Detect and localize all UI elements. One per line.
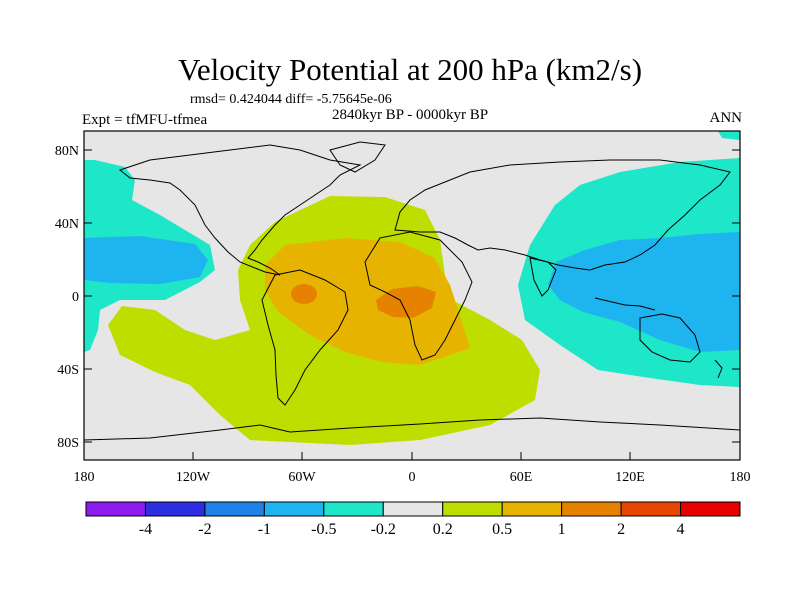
colorbar bbox=[85, 501, 741, 517]
colorbar-swatch bbox=[204, 501, 265, 517]
lat-tick-label: 80S bbox=[57, 436, 79, 451]
colorbar-label: -4 bbox=[139, 521, 152, 538]
coast-india bbox=[529, 257, 557, 297]
colorbar-swatch bbox=[144, 501, 206, 517]
coast-antarctica bbox=[84, 417, 740, 441]
coast-greenland bbox=[329, 141, 386, 173]
colorbar-label: 0.5 bbox=[492, 521, 512, 538]
colorbar-swatch bbox=[620, 501, 682, 517]
colorbar-swatch bbox=[382, 501, 444, 517]
longitude-axis bbox=[83, 452, 741, 460]
colorbar-swatch bbox=[442, 501, 503, 517]
colorbar-label: -0.2 bbox=[371, 521, 396, 538]
colorbar-label: -1 bbox=[258, 521, 271, 538]
colorbar-swatch bbox=[323, 501, 384, 517]
colorbar-label: 0.2 bbox=[433, 521, 453, 538]
colorbar-swatch bbox=[263, 501, 325, 517]
contour-neg-mid-west bbox=[84, 236, 208, 284]
colorbar-swatch bbox=[561, 501, 622, 517]
contour-field bbox=[84, 131, 740, 445]
lon-tick-label: 60W bbox=[288, 470, 316, 485]
contour-pos-strong-africa bbox=[376, 286, 436, 318]
lon-tick-label: 60E bbox=[510, 470, 533, 485]
coast-indonesia bbox=[594, 297, 656, 311]
period-label: 2840kyr BP - 0000kyr BP bbox=[331, 107, 489, 123]
colorbar-label: -2 bbox=[198, 521, 211, 538]
lon-tick-label: 180 bbox=[74, 470, 95, 485]
contour-neg-mid-east bbox=[548, 232, 740, 352]
coast-north-america bbox=[118, 144, 362, 276]
lon-tick-label: 120E bbox=[615, 470, 645, 485]
colorbar-label: -0.5 bbox=[311, 521, 336, 538]
lon-tick-label: 120W bbox=[176, 470, 211, 485]
coast-new-zealand bbox=[714, 359, 723, 379]
coast-south-america bbox=[261, 269, 349, 406]
coastlines bbox=[84, 141, 740, 441]
colorbar-label: 1 bbox=[558, 521, 566, 538]
lat-tick-label: 40S bbox=[57, 363, 79, 378]
lon-tick-label: 180 bbox=[730, 470, 751, 485]
map-title: Velocity Potential at 200 hPa (km2/s) bbox=[177, 52, 643, 87]
colorbar-label: 2 bbox=[617, 521, 625, 538]
coast-eurasia bbox=[394, 159, 731, 271]
contour-pos-strong-amazon bbox=[291, 284, 317, 304]
latitude-axis bbox=[84, 149, 740, 443]
coast-australia bbox=[639, 313, 701, 363]
contour-neg-weak-northeast bbox=[718, 131, 740, 140]
colorbar-labels: -4 -2 -1 -0.5 -0.2 0.2 0.5 1 2 4 bbox=[139, 521, 685, 538]
coast-africa bbox=[364, 231, 473, 361]
stats-line: rmsd= 0.424044 diff= -5.75645e-06 bbox=[190, 92, 392, 107]
colorbar-swatch bbox=[680, 501, 741, 517]
lat-tick-label: 80N bbox=[55, 144, 79, 159]
lat-tick-label: 0 bbox=[72, 290, 79, 305]
lat-tick-label: 40N bbox=[55, 217, 79, 232]
season-label: ANN bbox=[709, 110, 743, 126]
colorbar-swatch bbox=[501, 501, 563, 517]
experiment-label: Expt = tfMFU-tfmea bbox=[82, 112, 208, 128]
colorbar-swatch bbox=[85, 501, 146, 517]
colorbar-label: 4 bbox=[677, 521, 685, 538]
lon-tick-label: 0 bbox=[409, 470, 416, 485]
contour-pos-mid bbox=[265, 238, 470, 365]
